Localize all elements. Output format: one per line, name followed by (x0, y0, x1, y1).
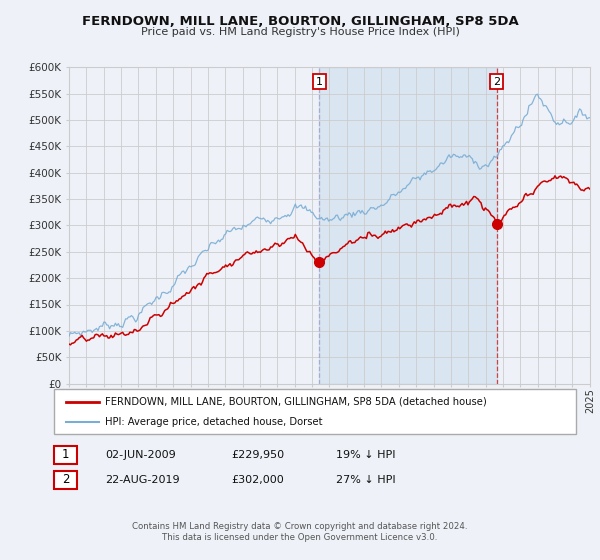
Text: Contains HM Land Registry data © Crown copyright and database right 2024.: Contains HM Land Registry data © Crown c… (132, 522, 468, 531)
Text: 1: 1 (316, 77, 323, 87)
Text: 27% ↓ HPI: 27% ↓ HPI (336, 475, 395, 485)
Text: £229,950: £229,950 (231, 450, 284, 460)
Text: 2: 2 (493, 77, 500, 87)
Text: 2: 2 (62, 473, 69, 487)
Text: 1: 1 (62, 448, 69, 461)
Text: £302,000: £302,000 (231, 475, 284, 485)
Text: FERNDOWN, MILL LANE, BOURTON, GILLINGHAM, SP8 5DA: FERNDOWN, MILL LANE, BOURTON, GILLINGHAM… (82, 15, 518, 27)
Text: HPI: Average price, detached house, Dorset: HPI: Average price, detached house, Dors… (105, 417, 323, 427)
Text: 22-AUG-2019: 22-AUG-2019 (105, 475, 179, 485)
Text: Price paid vs. HM Land Registry's House Price Index (HPI): Price paid vs. HM Land Registry's House … (140, 27, 460, 37)
Bar (319, 67, 497, 384)
Text: 19% ↓ HPI: 19% ↓ HPI (336, 450, 395, 460)
Text: This data is licensed under the Open Government Licence v3.0.: This data is licensed under the Open Gov… (163, 533, 437, 542)
Text: 02-JUN-2009: 02-JUN-2009 (105, 450, 176, 460)
Text: FERNDOWN, MILL LANE, BOURTON, GILLINGHAM, SP8 5DA (detached house): FERNDOWN, MILL LANE, BOURTON, GILLINGHAM… (105, 396, 487, 407)
